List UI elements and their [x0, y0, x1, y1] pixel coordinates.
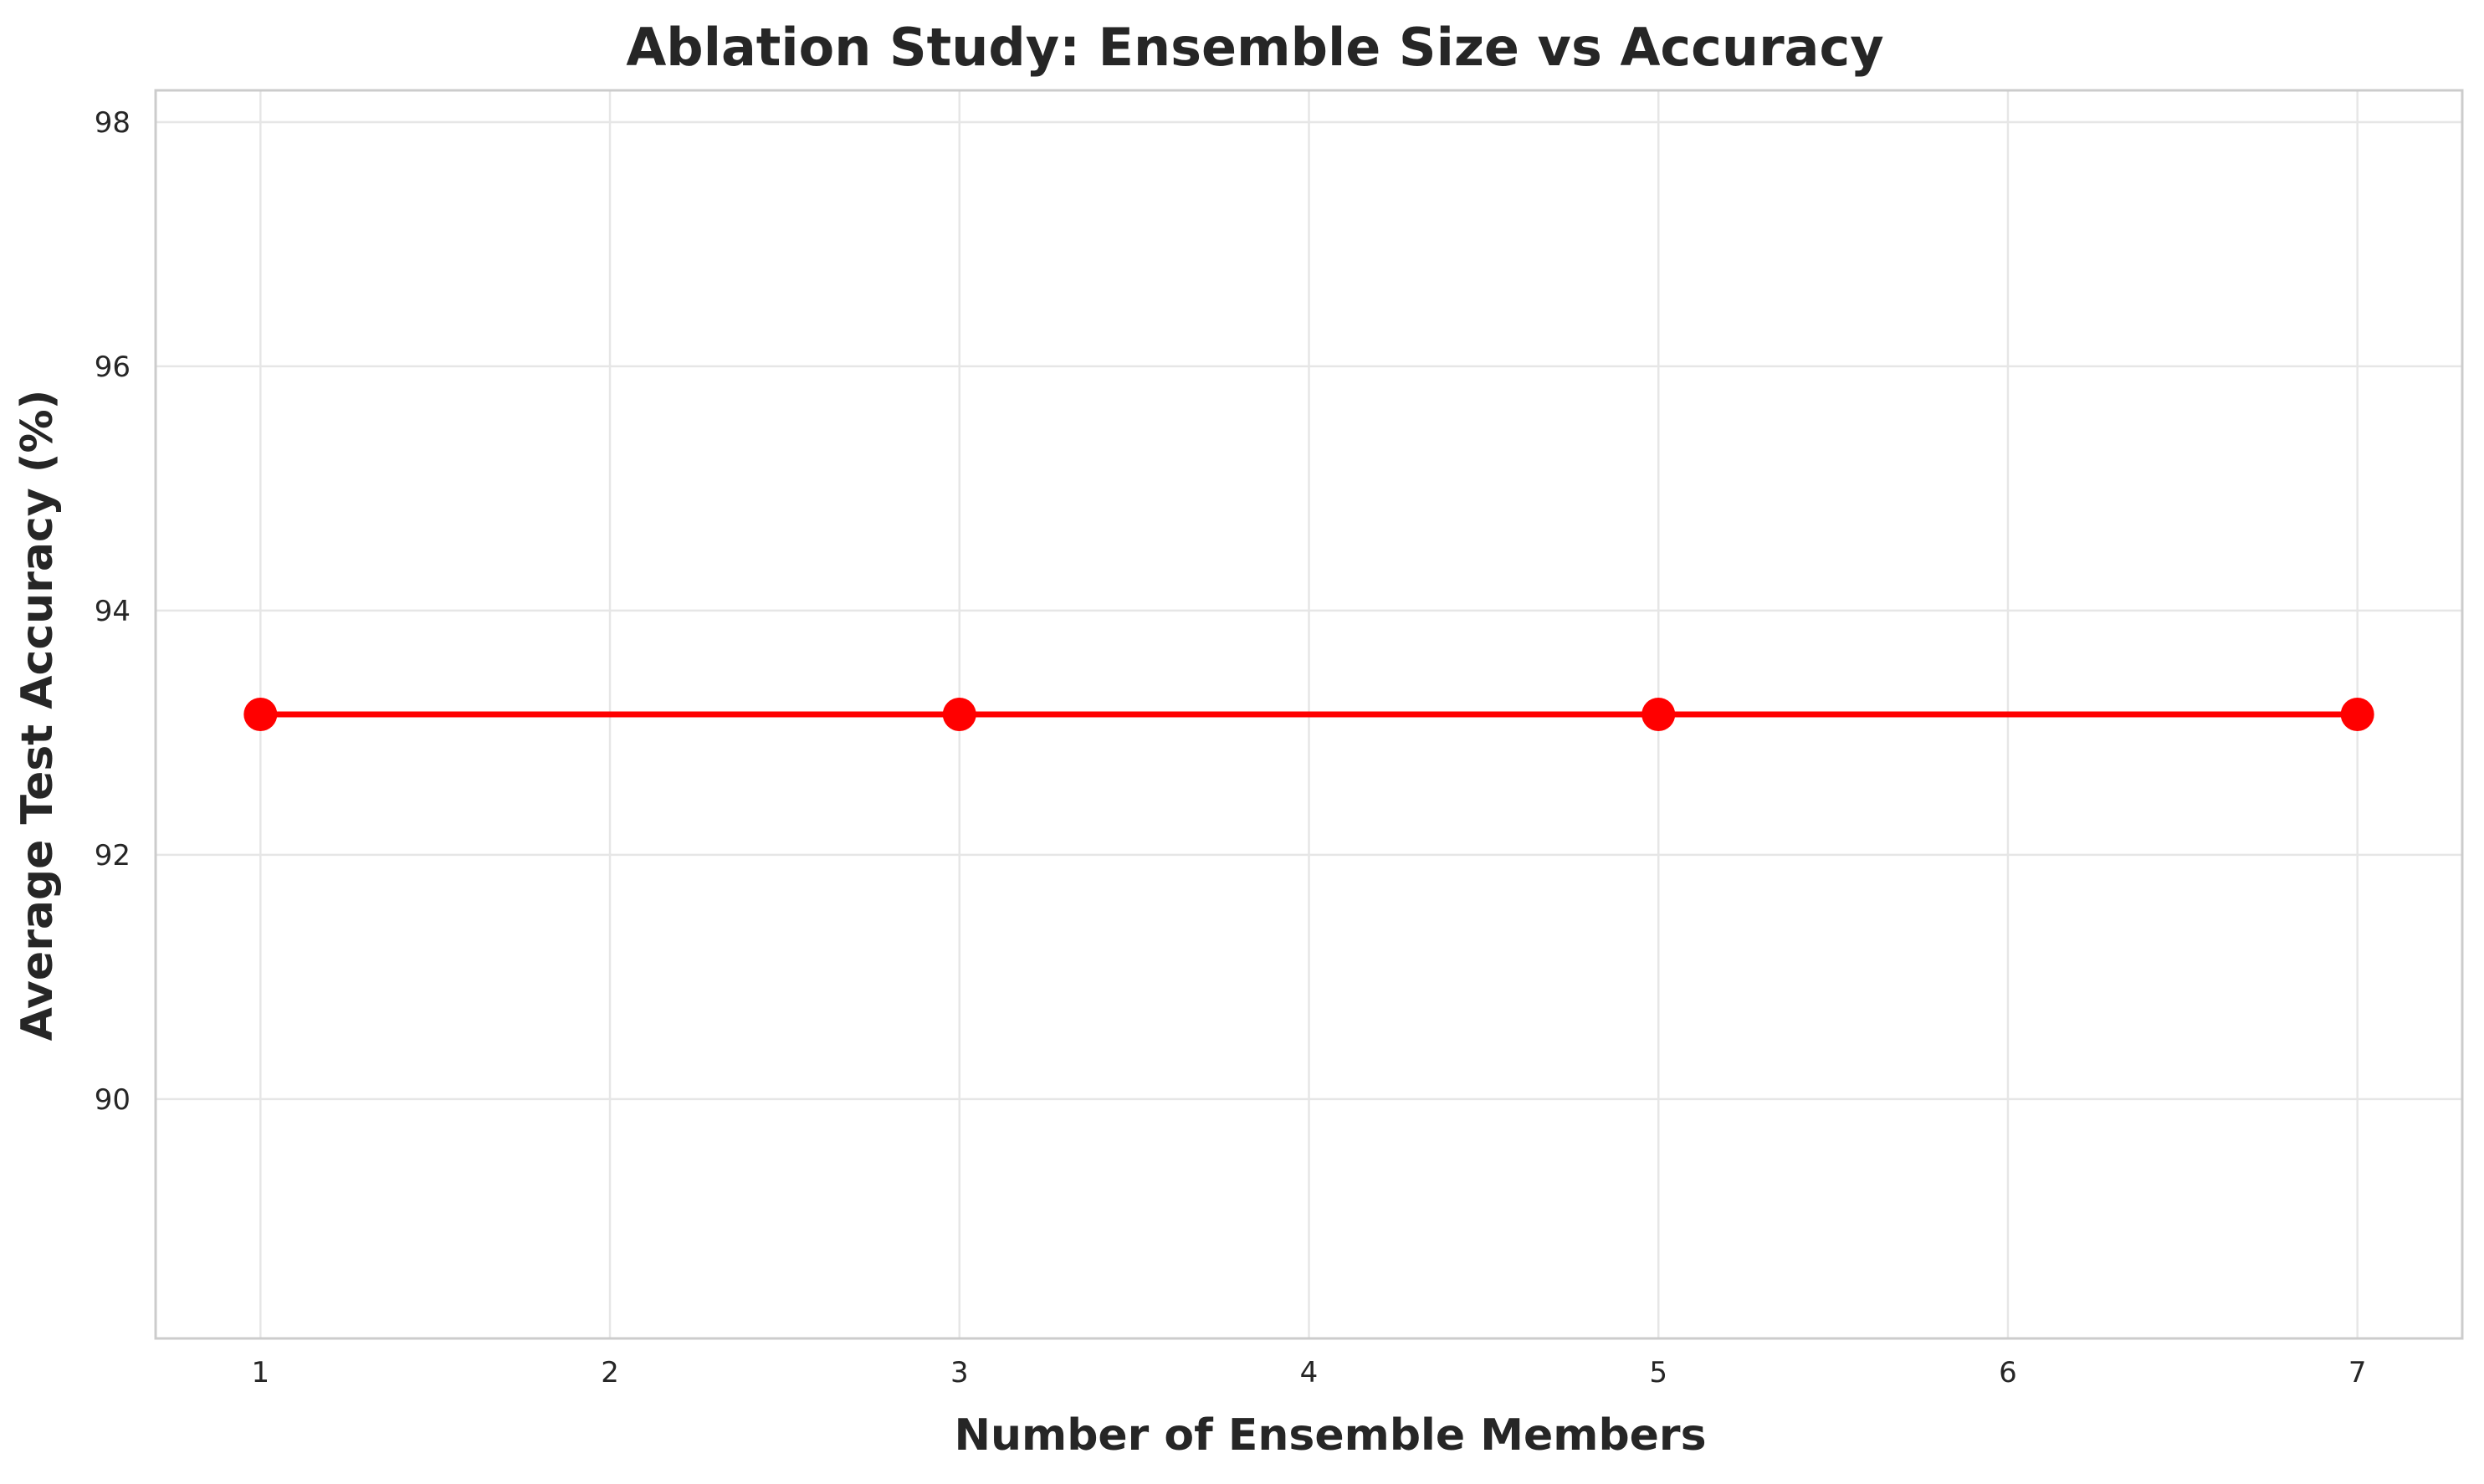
y-tick-label: 90: [95, 1083, 131, 1117]
x-tick-label: 7: [2348, 1356, 2367, 1389]
y-tick-label: 96: [95, 351, 131, 384]
y-axis-title: Average Test Accuracy (%): [13, 390, 63, 1041]
x-tick-label: 2: [601, 1356, 619, 1389]
y-tick-label: 94: [95, 595, 131, 628]
data-point-marker: [2340, 698, 2374, 731]
x-tick-label: 4: [1300, 1356, 1319, 1389]
axis-layer: 1 2 3 4 5 6 7 90 92 94 96 98: [95, 106, 2367, 1389]
x-axis-title: Number of Ensemble Members: [954, 1410, 1706, 1461]
x-tick-label: 5: [1649, 1356, 1667, 1389]
x-tick-label: 6: [1999, 1356, 2017, 1389]
y-tick-label: 98: [95, 106, 131, 140]
plot-area-frame: [154, 89, 2464, 1340]
chart-title: Ablation Study: Ensemble Size vs Accurac…: [626, 17, 1883, 78]
x-tick-label: 3: [950, 1356, 969, 1389]
data-point-marker: [243, 698, 278, 731]
y-tick-label: 92: [95, 839, 131, 872]
x-tick-label: 1: [251, 1356, 269, 1389]
data-point-marker: [942, 698, 976, 731]
series-layer: [243, 698, 2374, 731]
data-point-marker: [1641, 698, 1676, 731]
